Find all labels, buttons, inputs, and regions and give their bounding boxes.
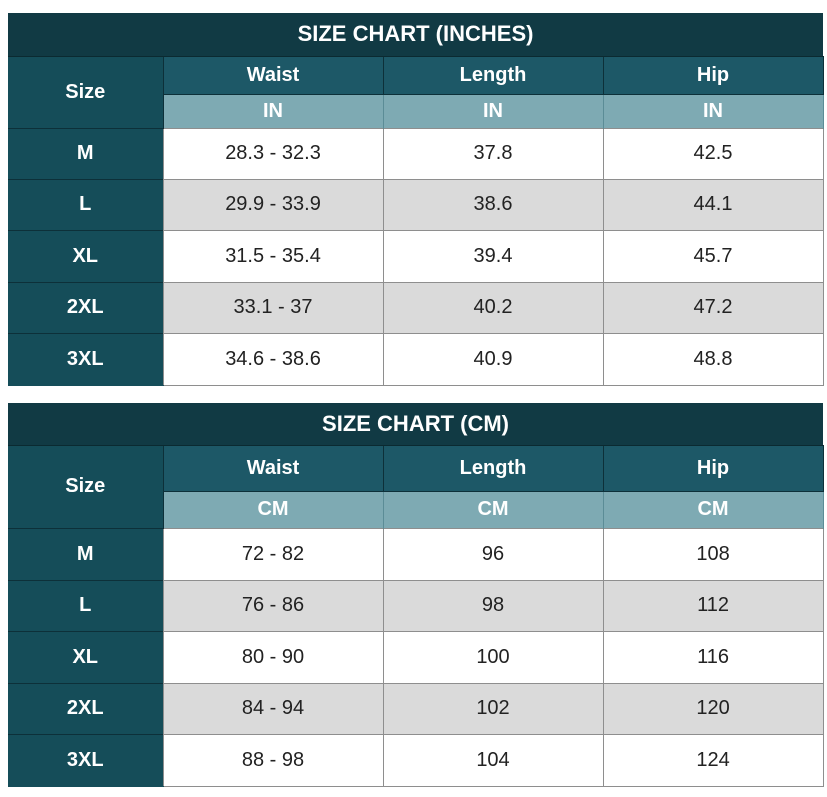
- size-column-header: Size: [8, 445, 164, 529]
- size-label: 2XL: [8, 682, 163, 734]
- hip-value: 116: [602, 630, 824, 683]
- waist-value: 31.5 - 35.4: [162, 229, 384, 282]
- table-row: XL 31.5 - 35.4 39.4 45.7: [8, 229, 824, 282]
- size-chart-inches: SIZE CHART (INCHES) Size Waist Length Hi…: [8, 13, 824, 386]
- hip-value: 48.8: [602, 332, 824, 386]
- waist-value: 88 - 98: [162, 733, 384, 787]
- size-label: 3XL: [8, 332, 163, 386]
- hip-value: 47.2: [602, 281, 824, 333]
- size-label: 2XL: [8, 281, 163, 333]
- size-label: 3XL: [8, 733, 163, 787]
- length-value: 40.2: [382, 281, 604, 333]
- size-label: XL: [8, 229, 163, 282]
- waist-unit: IN: [163, 94, 384, 128]
- length-unit: IN: [383, 94, 604, 128]
- hip-value: 45.7: [602, 229, 824, 282]
- length-value: 96: [382, 527, 604, 580]
- size-table-cm: SIZE CHART (CM) Size Waist Length Hip CM…: [8, 403, 824, 787]
- waist-value: 28.3 - 32.3: [162, 127, 384, 179]
- waist-value: 34.6 - 38.6: [162, 332, 384, 386]
- length-value: 38.6: [382, 178, 604, 230]
- waist-value: 76 - 86: [162, 579, 384, 631]
- length-unit: CM: [383, 491, 604, 528]
- chart-title: SIZE CHART (INCHES): [8, 13, 824, 57]
- waist-column-header: Waist: [163, 445, 384, 492]
- size-chart-cm: SIZE CHART (CM) Size Waist Length Hip CM…: [8, 403, 824, 787]
- length-value: 102: [382, 682, 604, 734]
- hip-value: 112: [602, 579, 824, 631]
- size-label: L: [8, 178, 163, 230]
- size-label: XL: [8, 630, 163, 683]
- hip-value: 44.1: [602, 178, 824, 230]
- waist-value: 29.9 - 33.9: [162, 178, 384, 230]
- length-column-header: Length: [383, 445, 604, 492]
- waist-value: 80 - 90: [162, 630, 384, 683]
- waist-unit: CM: [163, 491, 384, 528]
- table-row: L 76 - 86 98 112: [8, 579, 824, 631]
- hip-column-header: Hip: [603, 445, 824, 492]
- size-label: L: [8, 579, 163, 631]
- table-row: L 29.9 - 33.9 38.6 44.1: [8, 178, 824, 230]
- table-row: 2XL 33.1 - 37 40.2 47.2: [8, 281, 824, 333]
- table-row: M 72 - 82 96 108: [8, 527, 824, 580]
- table-row: XL 80 - 90 100 116: [8, 630, 824, 683]
- waist-value: 84 - 94: [162, 682, 384, 734]
- table-row: 2XL 84 - 94 102 120: [8, 682, 824, 734]
- waist-column-header: Waist: [163, 56, 384, 95]
- hip-value: 108: [602, 527, 824, 580]
- size-column-header: Size: [8, 56, 164, 129]
- length-column-header: Length: [383, 56, 604, 95]
- waist-value: 72 - 82: [162, 527, 384, 580]
- waist-value: 33.1 - 37: [162, 281, 384, 333]
- hip-value: 124: [602, 733, 824, 787]
- hip-value: 42.5: [602, 127, 824, 179]
- table-row: 3XL 34.6 - 38.6 40.9 48.8: [8, 332, 824, 386]
- size-table-inches: SIZE CHART (INCHES) Size Waist Length Hi…: [8, 13, 824, 386]
- length-value: 98: [382, 579, 604, 631]
- table-row: 3XL 88 - 98 104 124: [8, 733, 824, 787]
- table-row: M 28.3 - 32.3 37.8 42.5: [8, 127, 824, 179]
- size-label: M: [8, 127, 163, 179]
- length-value: 104: [382, 733, 604, 787]
- length-value: 100: [382, 630, 604, 683]
- length-value: 37.8: [382, 127, 604, 179]
- length-value: 39.4: [382, 229, 604, 282]
- chart-title: SIZE CHART (CM): [8, 403, 824, 446]
- hip-unit: CM: [603, 491, 824, 528]
- hip-value: 120: [602, 682, 824, 734]
- length-value: 40.9: [382, 332, 604, 386]
- hip-unit: IN: [603, 94, 824, 128]
- size-label: M: [8, 527, 163, 580]
- hip-column-header: Hip: [603, 56, 824, 95]
